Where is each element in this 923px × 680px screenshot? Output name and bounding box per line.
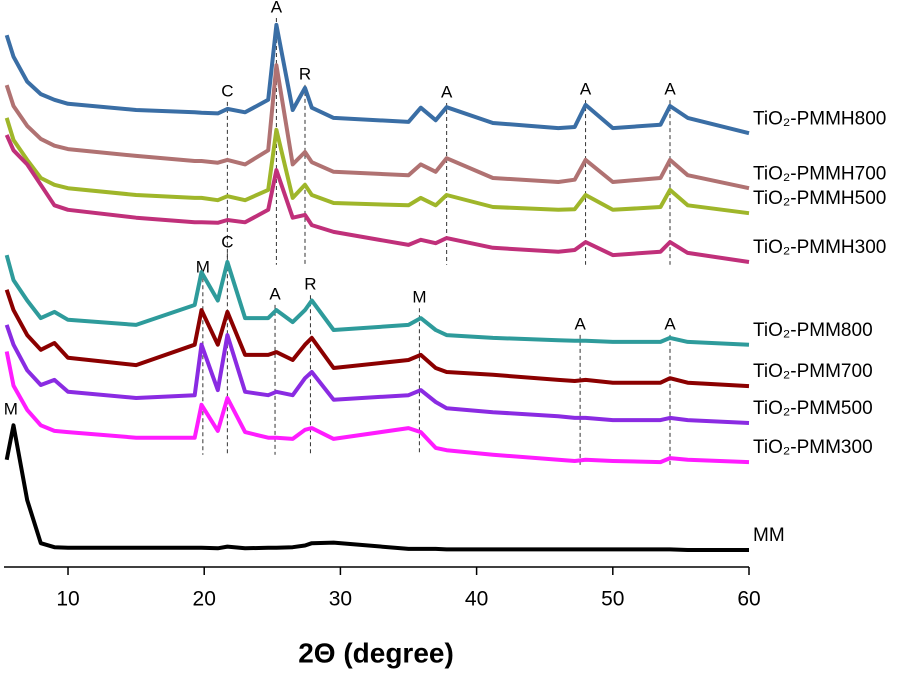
series-line xyxy=(4,63,750,191)
peak-label: R xyxy=(299,64,311,83)
series-line xyxy=(4,134,750,264)
series-label: TiO₂-PMM800 xyxy=(753,320,873,341)
series-label: TiO₂-PMM700 xyxy=(753,361,873,382)
peak-label: A xyxy=(664,314,676,333)
series-label: MM xyxy=(753,525,785,546)
x-tick-label: 20 xyxy=(193,588,216,611)
peak-label: A xyxy=(271,0,283,16)
peak-label: C xyxy=(221,233,233,252)
series-line xyxy=(4,117,750,216)
series-line xyxy=(4,289,750,389)
series-label: TiO₂-PMMH700 xyxy=(753,163,886,184)
peak-label: A xyxy=(269,284,281,303)
peak-label: C xyxy=(221,81,233,100)
x-tick-label: 30 xyxy=(329,588,352,611)
x-tick-label: 60 xyxy=(737,588,760,611)
peak-label: M xyxy=(412,288,426,307)
peak-label: M xyxy=(4,399,18,418)
series-line xyxy=(4,324,750,425)
x-tick-label: 10 xyxy=(56,588,79,611)
peak-label: M xyxy=(196,258,210,277)
series-label: TiO₂-PMMH800 xyxy=(753,108,886,129)
peak-label: A xyxy=(664,80,676,99)
series-line xyxy=(4,351,750,465)
series-label: TiO₂-PMMH300 xyxy=(753,237,886,258)
series-line xyxy=(4,423,749,552)
peak-label: A xyxy=(574,314,586,333)
x-tick-label: 40 xyxy=(465,588,488,611)
series-label: TiO₂-PMM500 xyxy=(753,398,873,419)
series-line xyxy=(4,22,750,136)
x-axis-title: 2Θ (degree) xyxy=(298,637,454,668)
peak-label: A xyxy=(580,80,592,99)
x-tick-label: 50 xyxy=(601,588,624,611)
series-label: TiO₂-PMM300 xyxy=(753,437,873,458)
series-label: TiO₂-PMMH500 xyxy=(753,188,886,209)
peak-label: R xyxy=(304,275,316,294)
series-line xyxy=(4,254,750,347)
peak-label: A xyxy=(441,82,453,101)
